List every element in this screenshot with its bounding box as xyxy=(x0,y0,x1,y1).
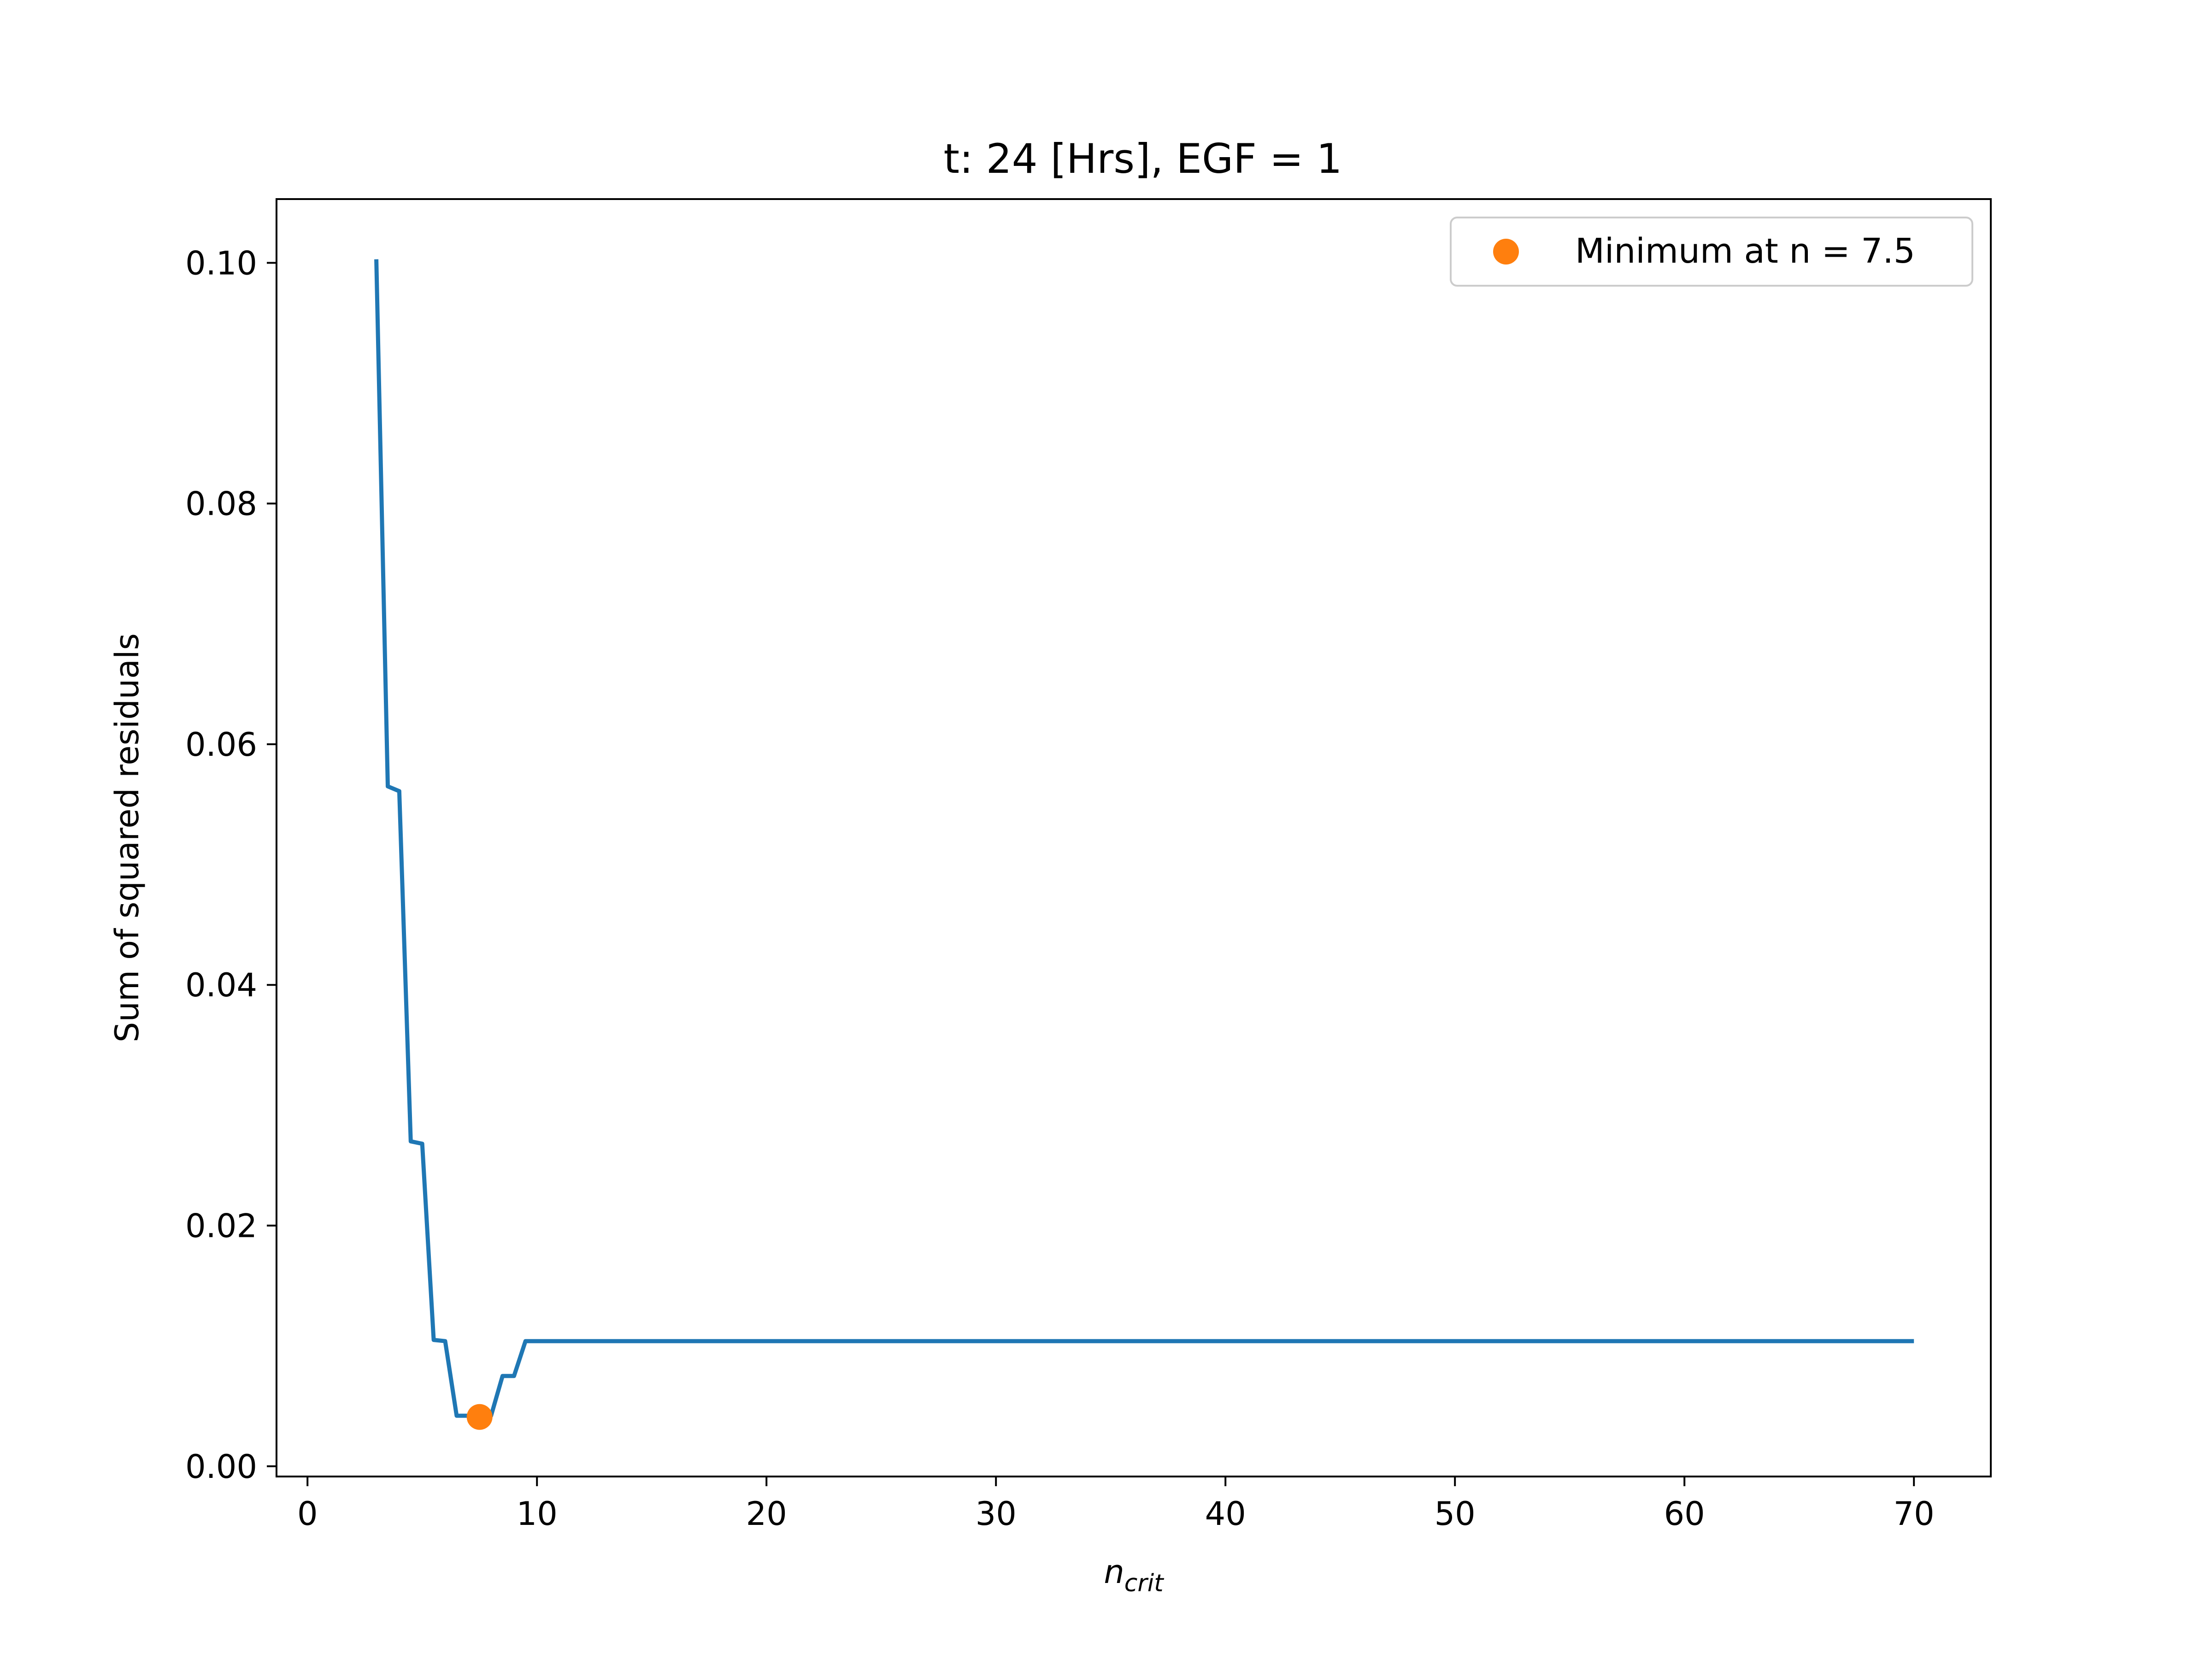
series-line xyxy=(374,259,1914,1418)
y-tick-label: 0.08 xyxy=(185,485,257,523)
legend: Minimum at n = 7.5 xyxy=(1450,217,1973,287)
x-tick-label: 30 xyxy=(976,1495,1017,1533)
x-axis-label: ncrit xyxy=(1104,1553,1164,1597)
y-tick-label: 0.00 xyxy=(185,1448,257,1486)
legend-marker-icon xyxy=(1493,239,1519,265)
x-axis-label-subscript: crit xyxy=(1124,1570,1164,1597)
y-tick-label: 0.10 xyxy=(185,244,257,282)
minimum-marker xyxy=(466,1404,493,1430)
y-tick-label: 0.06 xyxy=(185,726,257,764)
x-tick-label: 60 xyxy=(1664,1495,1705,1533)
x-tick-label: 20 xyxy=(746,1495,787,1533)
plot-area xyxy=(374,259,1914,1430)
y-tick-label: 0.04 xyxy=(185,966,257,1004)
series-markers xyxy=(466,1404,493,1430)
y-tick-label: 0.02 xyxy=(185,1207,257,1245)
legend-frame xyxy=(1450,217,1973,287)
x-tick-label: 10 xyxy=(517,1495,558,1533)
x-tick-label: 40 xyxy=(1205,1495,1246,1533)
y-axis-label: Sum of squared residuals xyxy=(108,633,146,1042)
y-ticks: 0.00 0.02 0.04 0.06 0.08 0.10 xyxy=(185,244,276,1486)
x-tick-label: 0 xyxy=(297,1495,318,1533)
axes-frame xyxy=(276,198,1992,1477)
legend-label: Minimum at n = 7.5 xyxy=(1575,231,1915,271)
chart-title: t: 24 [Hrs], EGF = 1 xyxy=(944,135,1342,182)
x-ticks: 0 10 20 30 40 50 60 70 xyxy=(297,1477,1935,1533)
x-axis-label-base: n xyxy=(1104,1553,1124,1591)
x-tick-label: 50 xyxy=(1435,1495,1476,1533)
x-tick-label: 70 xyxy=(1894,1495,1935,1533)
